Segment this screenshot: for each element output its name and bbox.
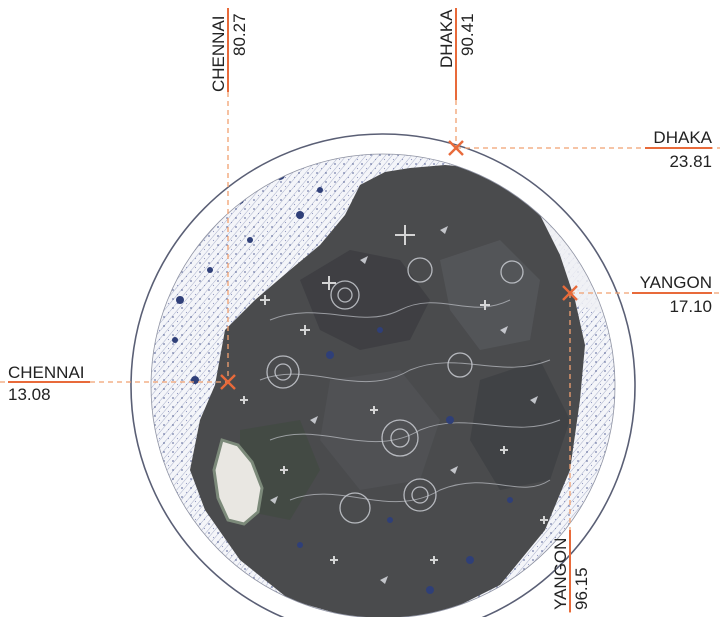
cross-marker-icon (562, 285, 578, 301)
island (212, 438, 264, 526)
dhaka-lon-label: 90.41 (458, 13, 477, 56)
chennai-name-top: CHENNAI (209, 15, 228, 92)
yangon-name-bottom: YANGON (551, 538, 570, 610)
yangon-name-right: YANGON (640, 273, 712, 292)
chennai-lat-label: 13.08 (8, 385, 51, 404)
chennai-name-left: CHENNAI (8, 363, 85, 382)
chennai-lon-label: 80.27 (230, 13, 249, 56)
dhaka-name-top: DHAKA (437, 9, 456, 68)
cross-marker-icon (220, 374, 236, 390)
dhaka-name-right: DHAKA (653, 128, 712, 147)
cross-marker-icon (448, 140, 464, 156)
yangon-lon-label: 96.15 (572, 567, 591, 610)
map-disc (151, 154, 615, 617)
dhaka-lat-label: 23.81 (669, 152, 712, 171)
yangon-lat-label: 17.10 (669, 297, 712, 316)
